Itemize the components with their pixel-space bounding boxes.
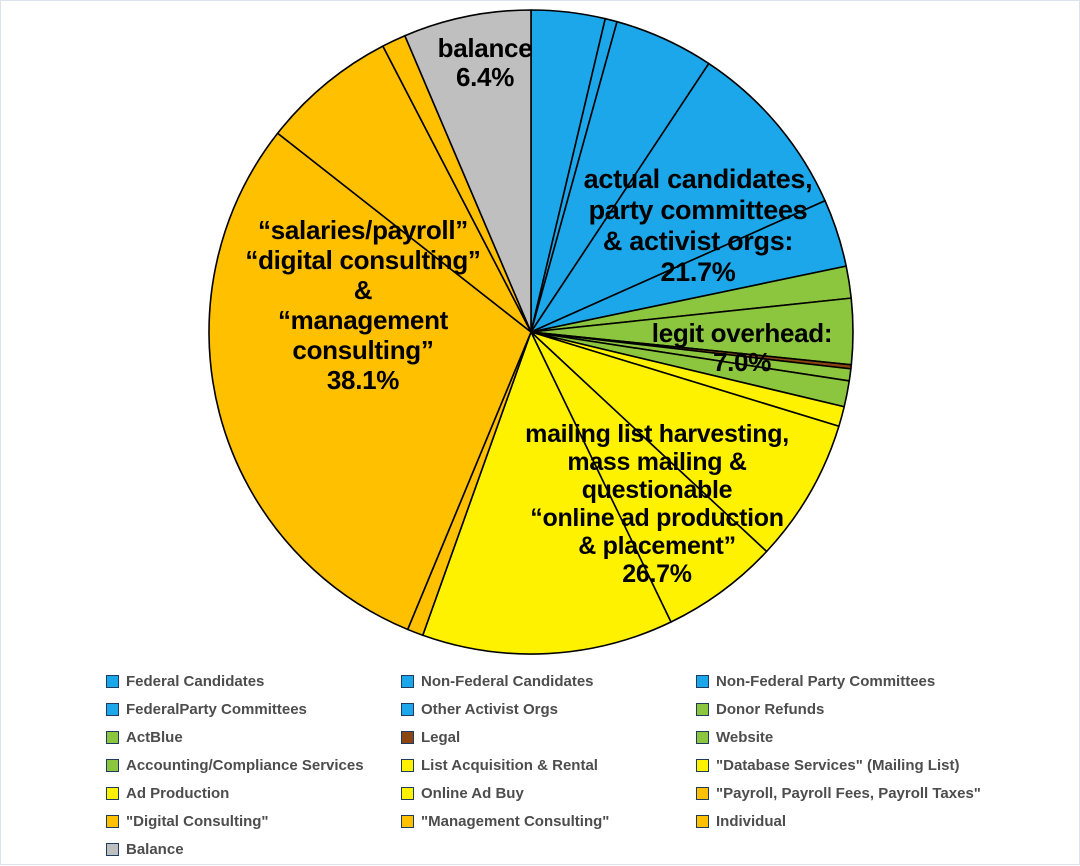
legend-swatch-icon xyxy=(696,786,709,800)
legend-item-actblue: ActBlue xyxy=(106,729,401,746)
legend-label: "Management Consulting" xyxy=(421,812,610,830)
legend-label: Donor Refunds xyxy=(716,700,825,718)
pie-slice-federalparty-committees xyxy=(530,62,826,333)
legend-item-management-consulting: "Management Consulting" xyxy=(401,813,696,830)
legend-swatch-icon xyxy=(401,814,414,828)
legend-item-non-federal-candidates: Non-Federal Candidates xyxy=(401,673,696,690)
legend-swatch-icon xyxy=(401,786,414,800)
legend-label: Online Ad Buy xyxy=(421,784,524,802)
legend-item-database-services-mailing-list: "Database Services" (Mailing List) xyxy=(696,757,981,774)
legend-swatch-icon xyxy=(106,674,119,688)
legend-item-balance: Balance xyxy=(106,841,401,858)
legend-label: "Database Services" (Mailing List) xyxy=(716,756,960,774)
legend-swatch-icon xyxy=(696,674,709,688)
legend-swatch-icon xyxy=(401,702,414,716)
legend-item-website: Website xyxy=(696,729,981,746)
pie-slice-database-services-mailing-list xyxy=(530,331,840,553)
legend-swatch-icon xyxy=(106,842,119,856)
legend-label: List Acquisition & Rental xyxy=(421,756,598,774)
legend-label: Non-Federal Candidates xyxy=(421,672,594,690)
callout-mailing-group: mailing list harvesting, mass mailing & … xyxy=(525,420,789,588)
legend: Federal Candidates Non-Federal Candidates… xyxy=(106,667,981,863)
pie-slice-online-ad-buy xyxy=(421,331,672,655)
legend-label: Individual xyxy=(716,812,787,830)
callout-overhead-group: legit overhead: 7.0% xyxy=(651,318,833,377)
legend-swatch-icon xyxy=(401,674,414,688)
legend-swatch-icon xyxy=(696,758,709,772)
legend-item-payroll-payroll-fees-payroll-taxes: "Payroll, Payroll Fees, Payroll Taxes" xyxy=(696,785,981,802)
legend-label: Ad Production xyxy=(126,784,230,802)
legend-swatch-icon xyxy=(401,730,414,744)
callout-candidates-group: actual candidates, party committees & ac… xyxy=(583,164,813,287)
legend-swatch-icon xyxy=(106,786,119,800)
legend-label: Other Activist Orgs xyxy=(421,700,558,718)
legend-item-ad-production: Ad Production xyxy=(106,785,401,802)
callout-balance-group: balance 6.4% xyxy=(437,33,533,92)
legend-item-federalparty-committees: FederalParty Committees xyxy=(106,701,401,718)
legend-swatch-icon xyxy=(401,758,414,772)
legend-item-other-activist-orgs: Other Activist Orgs xyxy=(401,701,696,718)
legend-label: Non-Federal Party Committees xyxy=(716,672,936,690)
legend-label: "Payroll, Payroll Fees, Payroll Taxes" xyxy=(716,784,981,802)
pie-slice-management-consulting xyxy=(276,45,532,333)
legend-item-digital-consulting: "Digital Consulting" xyxy=(106,813,401,830)
legend-label: ActBlue xyxy=(126,728,183,746)
legend-label: Balance xyxy=(126,840,184,858)
legend-label: "Digital Consulting" xyxy=(126,812,269,830)
legend-item-non-federal-party-committees: Non-Federal Party Committees xyxy=(696,673,981,690)
legend-label: FederalParty Committees xyxy=(126,700,307,718)
legend-item-list-acquisition-rental: List Acquisition & Rental xyxy=(401,757,696,774)
legend-item-online-ad-buy: Online Ad Buy xyxy=(401,785,696,802)
legend-item-legal: Legal xyxy=(401,729,696,746)
legend-swatch-icon xyxy=(696,702,709,716)
legend-label: Legal xyxy=(421,728,461,746)
legend-item-individual: Individual xyxy=(696,813,981,830)
pie-slice-digital-consulting xyxy=(208,132,532,631)
legend-swatch-icon xyxy=(106,702,119,716)
legend-swatch-icon xyxy=(106,814,119,828)
legend-item-donor-refunds: Donor Refunds xyxy=(696,701,981,718)
legend-label: Federal Candidates xyxy=(126,672,265,690)
callout-consulting-group: “salaries/payroll” “digital consulting” … xyxy=(245,215,481,395)
legend-label: Accounting/Compliance Services xyxy=(126,756,364,774)
legend-label: Website xyxy=(716,728,774,746)
legend-swatch-icon xyxy=(696,730,709,744)
legend-swatch-icon xyxy=(106,758,119,772)
legend-swatch-icon xyxy=(106,730,119,744)
legend-item-federal-candidates: Federal Candidates xyxy=(106,673,401,690)
legend-item-accounting-compliance-services: Accounting/Compliance Services xyxy=(106,757,401,774)
pie-slice-balance xyxy=(404,9,532,333)
legend-swatch-icon xyxy=(696,814,709,828)
